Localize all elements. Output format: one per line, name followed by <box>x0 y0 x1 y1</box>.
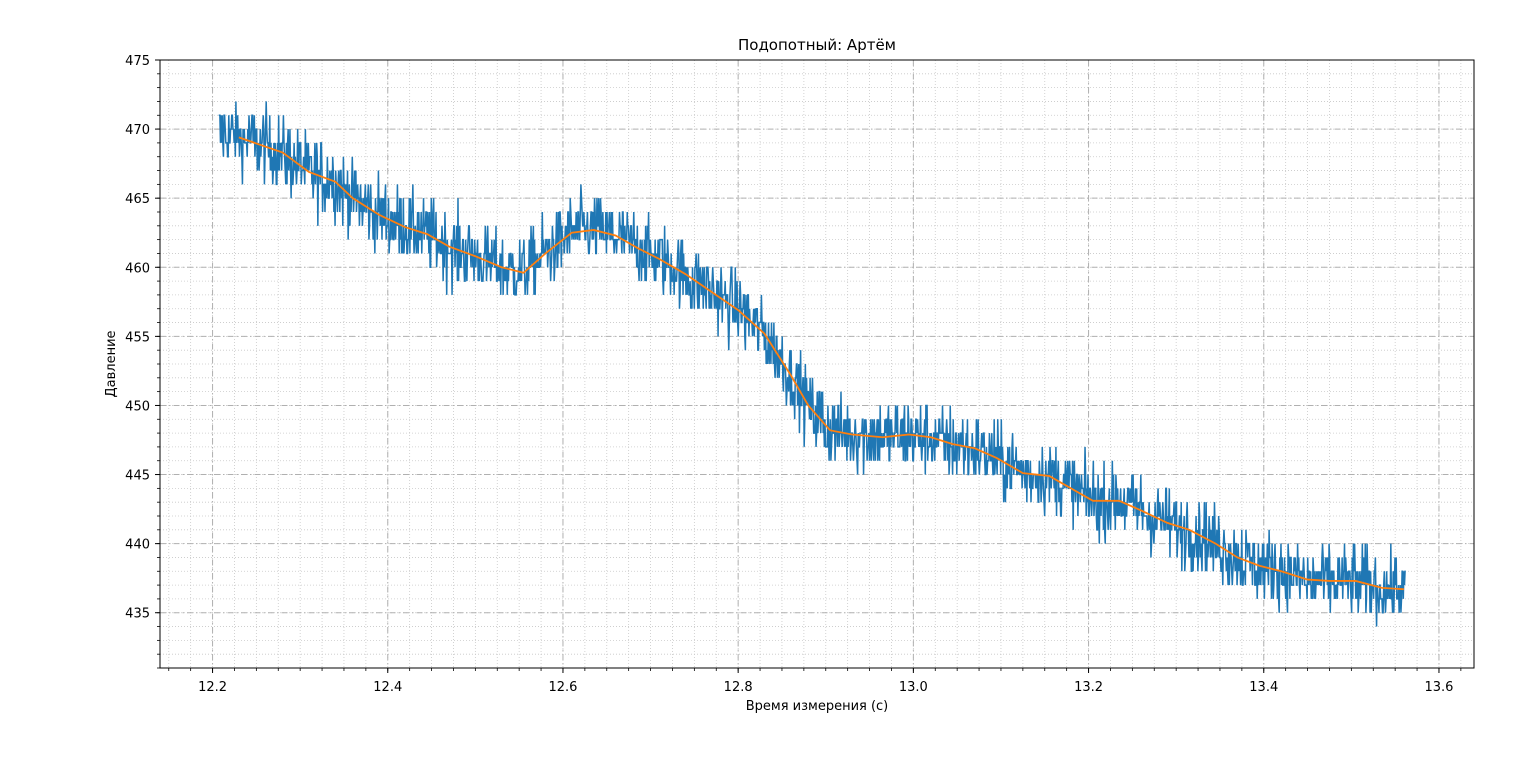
x-tick-label: 12.2 <box>198 680 227 695</box>
x-tick-label: 13.2 <box>1074 680 1103 695</box>
y-tick-label: 440 <box>125 538 150 553</box>
y-tick-label: 470 <box>125 123 150 138</box>
y-tick-label: 445 <box>125 469 150 484</box>
y-tick-label: 435 <box>125 607 150 622</box>
chart-title: Подопотный: Артём <box>738 36 896 54</box>
raw-pressure-series <box>218 101 1406 627</box>
smoothed-pressure-series <box>238 136 1404 591</box>
y-axis-label: Давление <box>104 330 119 397</box>
y-tick-label: 450 <box>125 399 150 414</box>
y-tick-label: 465 <box>125 192 150 207</box>
x-tick-label: 13.4 <box>1249 680 1278 695</box>
plot-area <box>218 101 1406 627</box>
axis-ticks: 12.2 12.4 12.6 12.8 13.0 13.2 13.4 13.6 435 440 44… <box>125 54 1462 695</box>
x-tick-label: 12.8 <box>724 680 753 695</box>
y-tick-label: 460 <box>125 261 150 276</box>
grid <box>160 59 1474 669</box>
x-axis-label: Время измерения (с) <box>746 699 889 714</box>
y-tick-label: 475 <box>125 54 150 69</box>
x-tick-label: 13.6 <box>1424 680 1453 695</box>
y-tick-label: 455 <box>125 330 150 345</box>
x-tick-label: 12.6 <box>548 680 577 695</box>
x-tick-label: 13.0 <box>899 680 928 695</box>
x-tick-label: 12.4 <box>373 680 402 695</box>
